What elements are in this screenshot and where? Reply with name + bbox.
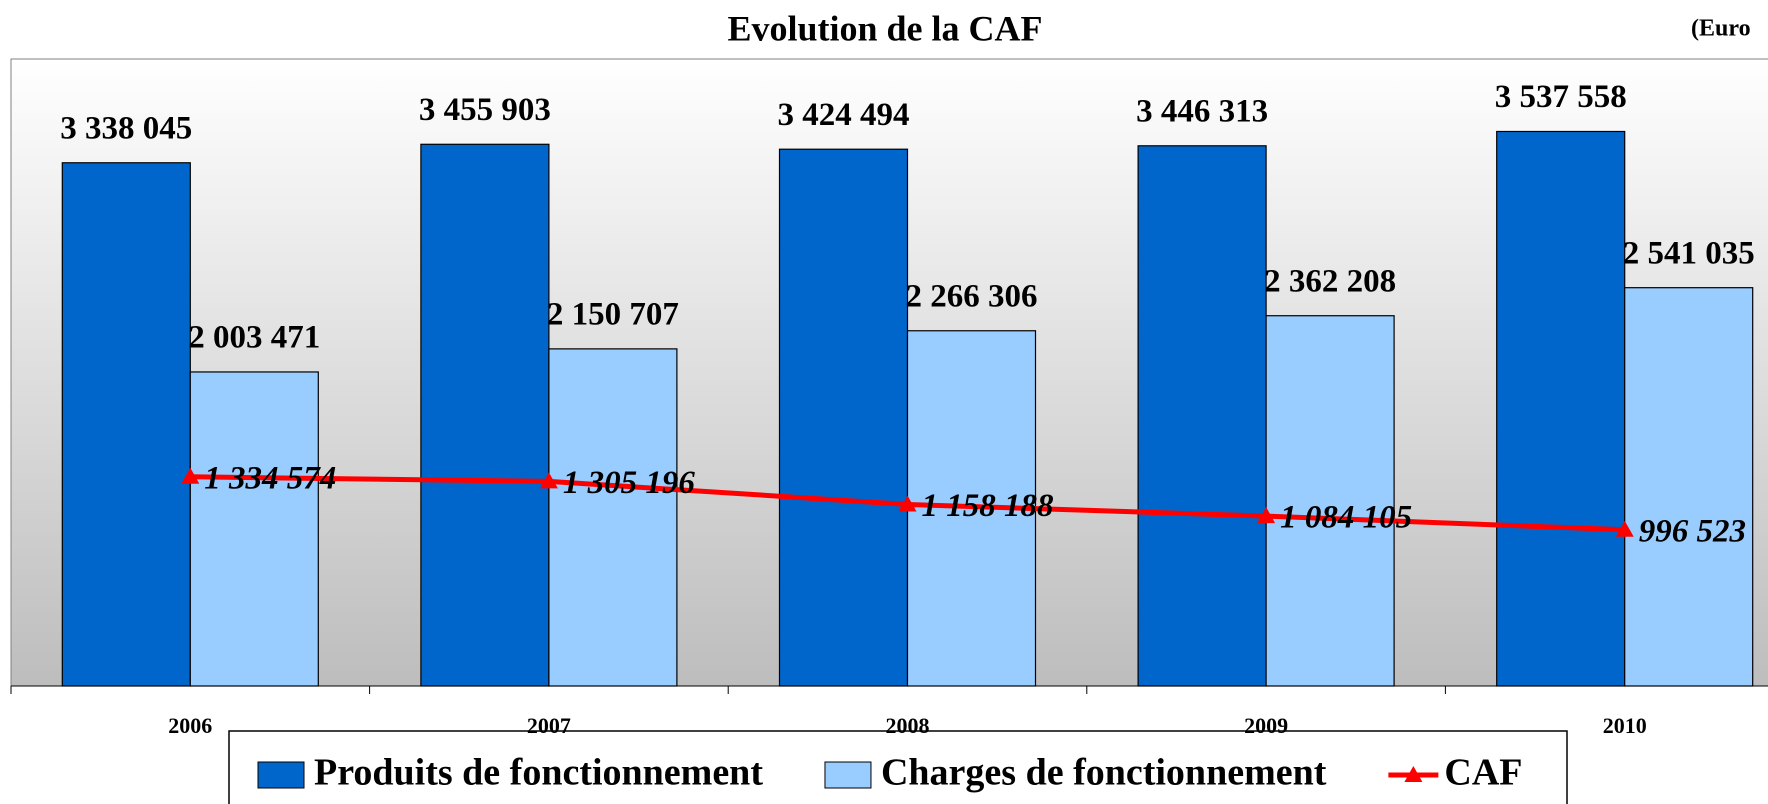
data-label: 1 158 188	[922, 488, 1054, 524]
bar	[189, 371, 319, 687]
data-label: 2 541 035	[1623, 235, 1755, 271]
bar	[1137, 145, 1267, 687]
data-label: 2 150 707	[547, 296, 679, 332]
data-label: 2 362 208	[1264, 263, 1396, 299]
legend-swatch	[1404, 766, 1423, 782]
x-tick-label: 2010	[1603, 713, 1647, 738]
x-tick-label: 2008	[886, 713, 930, 738]
data-label: 1 084 105	[1280, 500, 1412, 536]
legend-swatch	[257, 761, 305, 789]
legend-label: Produits de fonctionnement	[314, 752, 763, 794]
marker	[1257, 507, 1276, 524]
data-label: 3 338 045	[60, 110, 192, 146]
marker	[181, 467, 200, 484]
bar	[778, 148, 909, 687]
legend-label: CAF	[1444, 752, 1522, 794]
bar	[1496, 130, 1626, 687]
data-label: 3 455 903	[419, 92, 551, 128]
legend	[228, 730, 1568, 804]
data-label: 3 537 558	[1495, 79, 1627, 115]
legend-label: Charges de fonctionnement	[881, 752, 1327, 794]
chart-title: Evolution de la CAF	[727, 8, 1042, 48]
legend-swatch	[824, 761, 872, 789]
x-tick-label: 2006	[168, 713, 212, 738]
unit-note: (Euro	[1691, 16, 1751, 42]
x-tick-label: 2007	[527, 713, 571, 738]
marker	[539, 472, 558, 489]
bar	[1624, 287, 1754, 687]
data-label: 1 305 196	[563, 465, 696, 501]
data-label: 996 523	[1639, 513, 1746, 549]
bar	[420, 143, 550, 687]
x-tick-label: 2009	[1244, 713, 1288, 738]
data-label: 2 266 306	[906, 278, 1038, 314]
data-label: 2 003 471	[188, 320, 320, 356]
marker	[898, 495, 917, 512]
data-label: 3 446 313	[1136, 93, 1268, 129]
marker	[1615, 520, 1634, 537]
bar	[61, 162, 191, 687]
bar	[548, 348, 678, 687]
data-label: 1 334 574	[204, 460, 336, 496]
data-label: 3 424 494	[778, 97, 910, 133]
bar	[1265, 315, 1395, 687]
